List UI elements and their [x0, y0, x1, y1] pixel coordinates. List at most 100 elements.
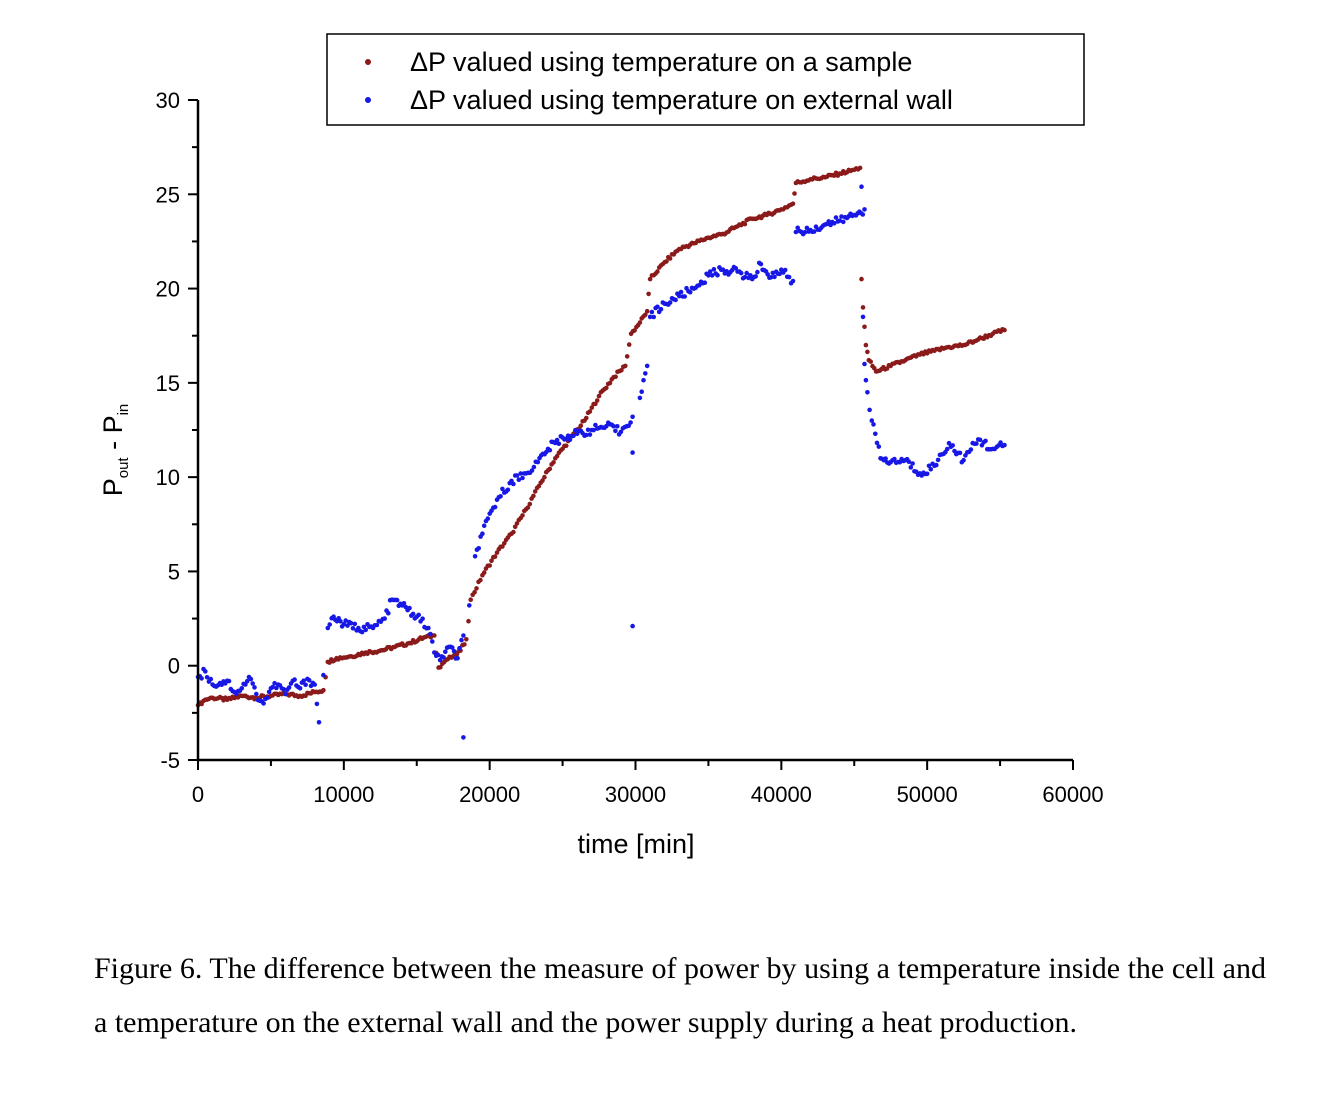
data-point	[199, 676, 204, 681]
data-point	[1002, 327, 1007, 333]
data-point	[478, 577, 483, 583]
data-point	[738, 270, 744, 276]
data-point	[790, 278, 796, 284]
data-point	[587, 432, 593, 437]
data-point	[587, 409, 593, 414]
data-point	[435, 652, 441, 658]
data-point	[301, 678, 307, 683]
data-point	[871, 422, 876, 427]
data-point	[649, 309, 655, 315]
data-point	[252, 685, 257, 690]
data-point	[468, 597, 474, 602]
data-point	[594, 398, 600, 403]
data-point	[462, 642, 467, 647]
data-point	[401, 601, 407, 606]
data-point	[664, 259, 669, 264]
data-point	[461, 735, 466, 740]
data-point	[341, 621, 347, 627]
data-point	[715, 272, 720, 278]
data-point	[467, 603, 472, 608]
x-tick-label: 40000	[751, 782, 812, 807]
data-point	[457, 645, 462, 651]
data-point	[428, 631, 433, 637]
data-point	[420, 616, 425, 621]
data-point	[811, 229, 817, 234]
data-point	[628, 420, 633, 425]
ticks: 0 10000 20000 30000 40000 50000 60000 -5 0 5 10 15 2…	[156, 88, 1104, 807]
data-point	[512, 524, 518, 530]
data-point	[711, 267, 717, 272]
data-point	[604, 423, 609, 429]
legend-marker-sample	[365, 59, 371, 65]
data-point	[593, 422, 598, 428]
data-point	[554, 437, 560, 443]
data-point	[494, 550, 500, 555]
data-point	[615, 424, 620, 429]
data-point	[556, 441, 562, 447]
data-point	[531, 493, 536, 499]
data-point	[630, 450, 635, 455]
data-point	[630, 414, 635, 420]
data-point	[860, 305, 866, 310]
data-point	[632, 328, 637, 333]
data-point	[619, 368, 624, 373]
x-tick-label: 20000	[459, 782, 520, 807]
x-tick-label: 10000	[313, 782, 374, 807]
data-point	[623, 363, 628, 369]
data-point	[531, 464, 537, 470]
data-point	[466, 618, 471, 624]
data-point	[950, 443, 955, 448]
data-point	[461, 633, 466, 638]
data-point	[641, 377, 646, 383]
data-point	[430, 639, 435, 644]
data-point	[673, 297, 678, 303]
data-point	[706, 273, 711, 278]
data-point	[876, 444, 882, 449]
data-point	[626, 342, 632, 347]
y-axis-label-sub-out: out	[115, 457, 132, 479]
data-point	[359, 629, 365, 635]
data-point	[862, 361, 867, 367]
data-point	[643, 312, 648, 318]
x-tick-label: 50000	[897, 782, 958, 807]
y-tick-label: 20	[156, 277, 180, 302]
data-point	[292, 677, 297, 682]
data-point	[655, 269, 660, 274]
data-point	[934, 462, 939, 468]
data-point	[248, 676, 254, 682]
data-point	[998, 440, 1003, 445]
data-point	[459, 637, 464, 643]
data-point	[502, 541, 507, 546]
data-point	[591, 427, 596, 433]
data-point	[742, 274, 748, 280]
data-point	[527, 501, 533, 507]
data-point	[272, 680, 277, 686]
y-axis-label: Pout - Pin	[98, 404, 132, 497]
data-point	[651, 314, 656, 320]
data-point	[865, 349, 870, 355]
x-tick-label: 60000	[1042, 782, 1103, 807]
y-tick-label: 15	[156, 371, 180, 396]
data-point	[374, 622, 380, 628]
data-point	[892, 456, 897, 462]
data-point	[831, 221, 837, 226]
data-point	[765, 272, 770, 277]
data-point	[525, 505, 531, 510]
data-point	[720, 267, 726, 273]
data-point	[678, 289, 684, 295]
data-point	[611, 423, 616, 429]
data-point	[551, 460, 556, 465]
data-point	[283, 691, 288, 697]
data-point	[637, 320, 643, 325]
data-point	[624, 354, 630, 359]
data-point	[514, 521, 520, 526]
data-point	[758, 261, 764, 267]
data-point	[239, 686, 245, 691]
data-point	[702, 280, 708, 286]
data-point	[464, 637, 469, 642]
data-point	[511, 529, 516, 535]
data-point	[868, 359, 873, 364]
legend-entry-external-wall: ΔP valued using temperature on external …	[410, 85, 953, 115]
data-point	[426, 625, 431, 631]
